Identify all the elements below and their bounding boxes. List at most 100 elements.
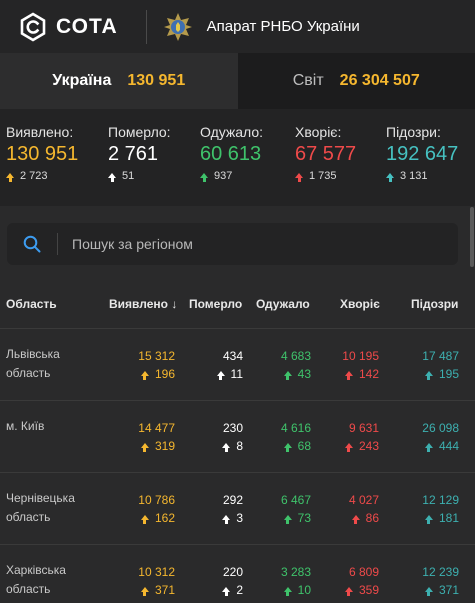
deaths-delta: 2	[222, 581, 243, 599]
arrow-up-icon	[222, 514, 231, 524]
confirmed-value: 10 786	[138, 493, 175, 507]
suspect-cell: 17 487 195	[422, 347, 459, 383]
col-region[interactable]: Область	[6, 297, 57, 311]
tab-count: 130 951	[127, 72, 186, 89]
recovered-delta: 10	[281, 581, 311, 599]
suspect-value: 26 098	[422, 421, 459, 435]
stat-delta: 1 735	[309, 170, 337, 182]
confirmed-value: 10 312	[138, 565, 175, 579]
arrow-up-icon	[424, 514, 433, 524]
sick-delta: 86	[349, 509, 379, 527]
arrow-up-icon	[344, 442, 353, 452]
confirmed-cell: 15 312 196	[138, 347, 175, 383]
scrollbar[interactable]	[470, 207, 474, 267]
sick-delta: 142	[342, 365, 379, 383]
recovered-cell: 6 467 73	[281, 491, 311, 527]
arrow-up-icon	[344, 370, 353, 380]
sick-delta: 359	[344, 581, 379, 599]
col-deaths[interactable]: Померло	[189, 297, 243, 311]
stat-value: 2 761	[108, 143, 159, 165]
table-row[interactable]: Чернівецька область 10 786 162 292 3 6 4…	[0, 473, 475, 545]
stat-label: Померло:	[108, 124, 171, 140]
stat-label: Виявлено:	[6, 124, 74, 140]
stat-value: 67 577	[295, 143, 357, 165]
arrow-up-icon	[6, 172, 14, 182]
col-confirmed-sort[interactable]: Виявлено ↓	[109, 297, 178, 311]
delta-value: 181	[438, 511, 459, 525]
region-name: Харківська область	[6, 563, 66, 596]
tab-ukraine[interactable]: Україна 130 951	[0, 53, 238, 109]
deaths-value: 434	[222, 349, 243, 363]
delta-value: 11	[230, 367, 243, 381]
delta-value: 319	[154, 439, 175, 453]
delta-value: 444	[438, 439, 459, 453]
delta-value: 68	[297, 439, 311, 453]
table-header: Область Виявлено ↓ Померло Одужало Хворі…	[0, 281, 475, 329]
suspect-value: 12 129	[422, 493, 459, 507]
arrow-up-icon	[424, 370, 433, 380]
sick-delta: 243	[344, 437, 379, 455]
confirmed-cell: 14 477 319	[138, 419, 175, 455]
search-input[interactable]	[72, 236, 432, 252]
stat-delta: 937	[214, 170, 233, 182]
arrow-up-icon	[283, 586, 292, 596]
recovered-cell: 4 616 68	[281, 419, 311, 455]
table-row[interactable]: Львівська область 15 312 196 434 11 4 68…	[0, 329, 475, 401]
stat-deaths: Померло: 2 761 51	[108, 124, 171, 182]
stat-value: 60 613	[200, 143, 262, 165]
delta-value: 73	[297, 511, 311, 525]
region-name: Чернівецька область	[6, 491, 75, 524]
stat-label: Одужало:	[200, 124, 264, 140]
confirmed-value: 15 312	[138, 349, 175, 363]
delta-value: 371	[438, 583, 459, 597]
brand-name: СОТА	[56, 14, 118, 38]
sick-cell: 4 027 86	[349, 491, 379, 527]
arrow-up-icon	[140, 586, 149, 596]
stat-label: Хворіє:	[295, 124, 342, 140]
tab-world[interactable]: Світ 26 304 507	[237, 53, 475, 109]
arrow-up-icon	[140, 514, 149, 524]
recovered-value: 3 283	[280, 565, 311, 579]
arrow-up-icon	[222, 586, 231, 596]
suspect-cell: 12 239 371	[422, 563, 459, 599]
brand-logo-link[interactable]: СОТА	[18, 11, 118, 42]
confirmed-value: 14 477	[138, 421, 175, 435]
stat-confirmed: Виявлено: 130 951 2 723	[6, 124, 78, 182]
delta-value: 371	[154, 583, 175, 597]
header-divider	[145, 9, 147, 44]
sick-cell: 6 809 359	[344, 563, 379, 599]
app-header: СОТА Апарат РНБО України	[0, 0, 475, 53]
search-box[interactable]	[7, 223, 458, 265]
arrow-up-icon	[200, 172, 208, 182]
sick-value: 9 631	[348, 421, 379, 435]
delta-value: 243	[358, 439, 379, 453]
region-name: Львівська область	[6, 347, 60, 380]
search-icon[interactable]	[23, 235, 41, 253]
arrow-up-icon	[283, 514, 292, 524]
suspect-delta: 444	[422, 437, 459, 455]
arrow-up-icon	[108, 172, 116, 182]
deaths-value: 220	[222, 565, 243, 579]
tab-label: Світ	[292, 72, 324, 89]
stat-label: Підозри:	[386, 124, 441, 140]
suspect-delta: 181	[422, 509, 459, 527]
summary-stats: Виявлено: 130 951 2 723 Померло: 2 761 5…	[0, 109, 475, 206]
arrow-up-icon	[386, 172, 394, 182]
col-suspect[interactable]: Підозри	[411, 297, 459, 311]
delta-value: 142	[358, 367, 379, 381]
deaths-cell: 220 2	[222, 563, 243, 599]
col-sick[interactable]: Хворіє	[340, 297, 380, 311]
org-name: Апарат РНБО України	[206, 18, 360, 35]
recovered-delta: 43	[281, 365, 311, 383]
deaths-delta: 11	[216, 365, 243, 383]
table-row[interactable]: Харківська область 10 312 371 220 2 3 28…	[0, 545, 475, 603]
suspect-delta: 371	[422, 581, 459, 599]
rnbo-emblem-icon	[163, 12, 192, 41]
deaths-value: 292	[222, 493, 243, 507]
confirmed-delta: 371	[138, 581, 175, 599]
arrow-up-icon	[295, 172, 303, 182]
table-row[interactable]: м. Київ 14 477 319 230 8 4 616 68 9 631 …	[0, 401, 475, 473]
sick-cell: 10 195 142	[342, 347, 379, 383]
suspect-delta: 195	[422, 365, 459, 383]
col-recovered[interactable]: Одужало	[256, 297, 310, 311]
